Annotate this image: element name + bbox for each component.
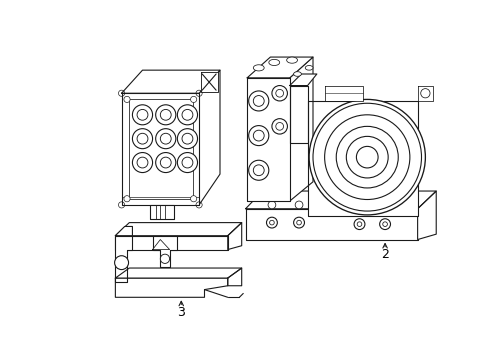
Circle shape xyxy=(132,153,152,172)
Circle shape xyxy=(253,95,264,106)
Polygon shape xyxy=(115,226,132,236)
Ellipse shape xyxy=(293,72,301,76)
Ellipse shape xyxy=(286,57,297,63)
Circle shape xyxy=(308,99,425,215)
Ellipse shape xyxy=(305,66,312,70)
Polygon shape xyxy=(289,57,312,201)
Polygon shape xyxy=(245,191,435,209)
Circle shape xyxy=(190,195,196,202)
Circle shape xyxy=(182,109,192,120)
Circle shape xyxy=(269,220,274,225)
Polygon shape xyxy=(200,72,217,92)
Text: 2: 2 xyxy=(380,248,388,261)
Polygon shape xyxy=(115,278,227,297)
Polygon shape xyxy=(150,205,173,219)
Circle shape xyxy=(137,133,148,144)
Circle shape xyxy=(267,201,275,209)
Circle shape xyxy=(379,219,390,230)
Circle shape xyxy=(123,96,130,103)
Polygon shape xyxy=(115,222,241,236)
Circle shape xyxy=(253,165,264,176)
Polygon shape xyxy=(246,78,289,201)
Circle shape xyxy=(160,254,169,264)
Polygon shape xyxy=(227,222,241,249)
Circle shape xyxy=(266,217,277,228)
Circle shape xyxy=(160,157,171,168)
Circle shape xyxy=(275,122,283,130)
Circle shape xyxy=(160,109,171,120)
Circle shape xyxy=(296,220,301,225)
Polygon shape xyxy=(152,239,169,249)
Circle shape xyxy=(123,195,130,202)
Polygon shape xyxy=(417,191,435,239)
Circle shape xyxy=(248,160,268,180)
Circle shape xyxy=(155,129,176,149)
Circle shape xyxy=(356,222,361,226)
Circle shape xyxy=(137,157,148,168)
Polygon shape xyxy=(307,101,417,216)
Circle shape xyxy=(132,129,152,149)
Circle shape xyxy=(248,126,268,145)
Circle shape xyxy=(137,109,148,120)
Polygon shape xyxy=(246,57,312,78)
Circle shape xyxy=(155,105,176,125)
Circle shape xyxy=(420,89,429,98)
Ellipse shape xyxy=(268,59,279,66)
Polygon shape xyxy=(122,93,199,205)
Polygon shape xyxy=(289,74,316,86)
Polygon shape xyxy=(199,70,220,205)
Circle shape xyxy=(177,105,197,125)
Circle shape xyxy=(182,133,192,144)
Polygon shape xyxy=(245,209,417,239)
Polygon shape xyxy=(417,86,432,101)
Polygon shape xyxy=(122,70,220,93)
Circle shape xyxy=(190,96,196,103)
Circle shape xyxy=(382,222,386,226)
Ellipse shape xyxy=(253,65,264,71)
Circle shape xyxy=(177,153,197,172)
Text: 1: 1 xyxy=(156,231,164,244)
Circle shape xyxy=(155,153,176,172)
Polygon shape xyxy=(115,268,241,278)
Circle shape xyxy=(160,133,171,144)
Polygon shape xyxy=(227,268,241,286)
Polygon shape xyxy=(289,86,307,143)
Circle shape xyxy=(132,105,152,125)
Circle shape xyxy=(114,256,128,270)
Polygon shape xyxy=(115,236,132,282)
Circle shape xyxy=(271,86,287,101)
Circle shape xyxy=(248,91,268,111)
Polygon shape xyxy=(324,86,363,101)
Circle shape xyxy=(253,130,264,141)
Text: 3: 3 xyxy=(177,306,185,319)
Polygon shape xyxy=(152,236,177,266)
Polygon shape xyxy=(115,236,227,249)
Circle shape xyxy=(293,217,304,228)
Circle shape xyxy=(353,219,364,230)
Circle shape xyxy=(182,157,192,168)
Circle shape xyxy=(275,89,283,97)
Circle shape xyxy=(295,201,302,209)
Circle shape xyxy=(271,119,287,134)
Circle shape xyxy=(177,129,197,149)
